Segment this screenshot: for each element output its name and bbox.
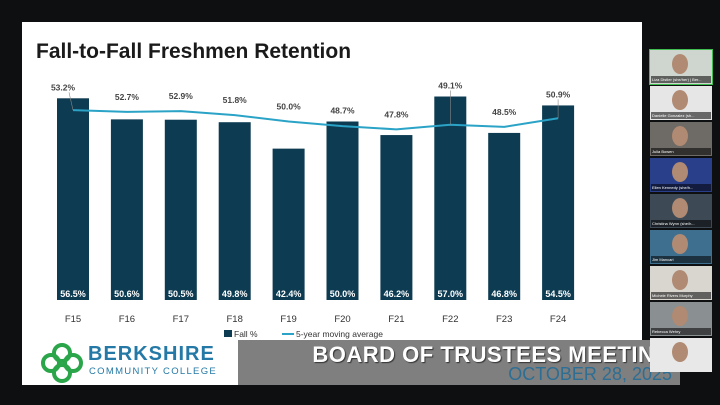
line-label: 53.2% [51, 82, 76, 92]
participant-tile[interactable]: Liza Distler (she/her) | Ber... [649, 49, 713, 85]
x-tick-label: F18 [227, 314, 243, 325]
participant-video [672, 54, 688, 74]
line-label: 51.8% [223, 95, 248, 105]
bar-F16 [110, 119, 143, 300]
bar-label: 46.2% [384, 289, 410, 299]
participant-name: Jim Mancari [651, 256, 711, 263]
bar-label: 50.6% [114, 289, 140, 299]
participant-tile[interactable]: Ellen Kennedy (she/h... [650, 158, 712, 192]
bar-label: 56.5% [60, 289, 86, 299]
participant-video [672, 162, 688, 182]
line-label: 48.5% [492, 107, 517, 117]
participant-video [672, 342, 688, 362]
leader-line [68, 92, 74, 111]
participant-tile[interactable]: Julia Bowen [650, 122, 712, 156]
bar-F18 [218, 122, 251, 301]
college-logo: BERKSHIRE COMMUNITY COLLEGE [30, 340, 238, 385]
bar-label: 42.4% [276, 289, 302, 299]
meeting-date: OCTOBER 28, 2025 [508, 364, 672, 384]
x-tick-label: F21 [388, 314, 404, 325]
participant-tile[interactable]: Michele Rivers Murphy [650, 266, 712, 300]
participant-name: Ellen Kennedy (she/h... [651, 184, 711, 191]
legend-label-fall: Fall % [234, 329, 258, 339]
bar-F19 [272, 148, 305, 300]
slide-title: Fall-to-Fall Freshmen Retention [36, 40, 352, 63]
participant-tile[interactable]: Danielle Gonzalez (sh... [650, 86, 712, 120]
bar-F23 [488, 132, 521, 300]
bar-label: 49.8% [222, 289, 248, 299]
org-name: BERKSHIRE [88, 343, 215, 365]
participant-name: Rebecca Wehry [651, 328, 711, 335]
participant-name: Liza Distler (she/her) | Ber... [651, 76, 711, 83]
bar-F15 [57, 98, 89, 300]
x-tick-label: F15 [65, 314, 81, 325]
x-tick-label: F24 [550, 314, 566, 325]
participant-tile[interactable] [650, 338, 712, 372]
bar-label: 50.5% [168, 289, 194, 299]
bar-F22 [434, 96, 467, 300]
line-label: 50.9% [546, 89, 571, 99]
bar-F20 [326, 121, 359, 300]
x-tick-label: F16 [119, 314, 135, 325]
x-tick-label: F22 [442, 314, 458, 325]
bar-F17 [164, 119, 197, 300]
participant-tile[interactable]: Jim Mancari [650, 230, 712, 264]
participant-video [672, 306, 688, 326]
participant-video [672, 90, 688, 110]
bar-F21 [380, 135, 413, 300]
participant-video [672, 270, 688, 290]
moving-average-line [72, 109, 559, 131]
participant-tile[interactable]: Rebecca Wehry [650, 302, 712, 336]
line-label: 52.7% [115, 92, 140, 102]
x-tick-label: F23 [496, 314, 512, 325]
legend-label-average: 5-year moving average [296, 329, 383, 339]
participant-tile[interactable]: Christina Wynn (she/h... [650, 194, 712, 228]
org-subtitle: COMMUNITY COLLEGE [89, 366, 218, 377]
legend-swatch-fall [224, 330, 232, 337]
meeting-banner: BOARD OF TRUSTEES MEETING OCTOBER 28, 20… [238, 340, 680, 385]
meeting-title: BOARD OF TRUSTEES MEETING [312, 342, 672, 367]
celtic-knot-logo-icon [41, 343, 83, 383]
participant-video [672, 198, 688, 218]
bar-label: 46.8% [491, 289, 517, 299]
bar-F24 [542, 105, 575, 300]
x-tick-label: F17 [173, 314, 189, 325]
x-tick-label: F20 [334, 314, 350, 325]
participant-name: Michele Rivers Murphy [651, 292, 711, 299]
participant-name: Julia Bowen [651, 148, 711, 155]
line-label: 48.7% [330, 106, 355, 116]
x-tick-label: F19 [280, 314, 296, 325]
participant-name: Danielle Gonzalez (sh... [651, 112, 711, 119]
bar-label: 54.5% [545, 289, 571, 299]
line-label: 50.0% [277, 102, 302, 112]
bar-label: 50.0% [330, 289, 356, 299]
bar-label: 57.0% [438, 289, 464, 299]
line-label: 49.1% [438, 81, 463, 91]
participant-video [672, 234, 688, 254]
participant-gallery: Liza Distler (she/her) | Ber... Danielle … [649, 49, 713, 374]
participant-name: Christina Wynn (she/h... [651, 220, 711, 227]
line-label: 47.8% [384, 109, 409, 119]
participant-video [672, 126, 688, 146]
line-label: 52.9% [169, 91, 194, 101]
